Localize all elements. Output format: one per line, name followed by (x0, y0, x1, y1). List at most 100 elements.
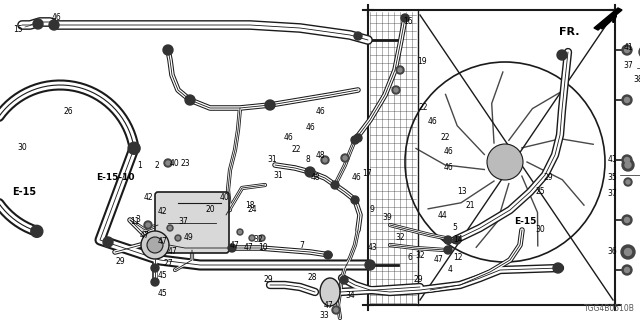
Circle shape (332, 306, 340, 314)
Circle shape (259, 235, 265, 241)
Text: 46: 46 (305, 124, 315, 132)
Text: 22: 22 (440, 133, 450, 142)
Text: 15: 15 (13, 26, 23, 35)
Text: 37: 37 (178, 218, 188, 227)
Text: 47: 47 (168, 247, 178, 257)
Circle shape (167, 225, 173, 231)
Circle shape (396, 66, 404, 74)
Circle shape (341, 154, 349, 162)
Circle shape (249, 235, 255, 241)
Text: 47: 47 (323, 300, 333, 309)
Text: 45: 45 (157, 271, 167, 281)
Circle shape (622, 45, 632, 55)
Circle shape (557, 50, 567, 60)
Text: 46: 46 (51, 13, 61, 22)
Circle shape (354, 134, 362, 142)
Ellipse shape (320, 278, 340, 306)
Circle shape (626, 180, 630, 184)
Circle shape (144, 221, 152, 229)
Circle shape (398, 68, 402, 72)
Text: 18: 18 (245, 201, 255, 210)
Text: 38: 38 (633, 76, 640, 84)
Circle shape (164, 159, 172, 167)
Circle shape (168, 227, 172, 229)
Text: 20: 20 (205, 205, 215, 214)
Circle shape (321, 156, 329, 164)
Circle shape (625, 157, 630, 163)
Circle shape (237, 229, 243, 235)
Text: 40: 40 (170, 158, 180, 167)
Circle shape (453, 236, 461, 244)
Text: 47: 47 (433, 255, 443, 265)
Text: 41: 41 (607, 156, 617, 164)
Text: 5: 5 (452, 223, 458, 233)
Circle shape (625, 47, 630, 52)
Text: 49: 49 (183, 233, 193, 242)
Circle shape (365, 260, 375, 270)
Text: 6: 6 (408, 253, 412, 262)
Circle shape (394, 88, 398, 92)
Text: 12: 12 (453, 253, 463, 262)
Circle shape (625, 162, 631, 168)
Text: 48: 48 (315, 150, 325, 159)
Text: 29: 29 (115, 258, 125, 267)
Text: E-15-10: E-15-10 (96, 173, 134, 182)
Text: 13: 13 (457, 188, 467, 196)
Text: 30: 30 (535, 226, 545, 235)
Text: 22: 22 (291, 146, 301, 155)
Text: 36: 36 (607, 247, 617, 257)
Text: 26: 26 (63, 108, 73, 116)
Text: 32: 32 (253, 236, 263, 244)
Text: 33: 33 (319, 310, 329, 319)
Circle shape (163, 45, 173, 55)
Text: 22: 22 (419, 103, 428, 113)
Circle shape (185, 95, 195, 105)
Circle shape (622, 155, 632, 165)
Circle shape (31, 225, 43, 237)
Circle shape (487, 144, 523, 180)
Circle shape (444, 236, 452, 244)
Text: 42: 42 (143, 194, 153, 203)
Text: 16: 16 (403, 18, 413, 27)
Circle shape (175, 235, 181, 241)
Text: 44: 44 (438, 211, 448, 220)
Circle shape (622, 159, 634, 171)
Circle shape (625, 268, 630, 273)
Text: 47: 47 (140, 230, 150, 239)
Text: 21: 21 (465, 201, 475, 210)
Circle shape (622, 215, 632, 225)
Circle shape (228, 244, 236, 252)
Circle shape (305, 167, 315, 177)
Circle shape (239, 230, 241, 234)
Text: 24: 24 (247, 205, 257, 214)
Circle shape (324, 251, 332, 259)
Circle shape (622, 265, 632, 275)
Circle shape (392, 86, 400, 94)
Text: 41: 41 (623, 43, 633, 52)
Circle shape (621, 245, 635, 259)
Circle shape (625, 98, 630, 102)
Circle shape (553, 263, 563, 273)
Circle shape (401, 14, 409, 22)
Text: 1: 1 (138, 161, 142, 170)
Text: 32: 32 (415, 251, 425, 260)
Text: 37: 37 (607, 188, 617, 197)
Circle shape (103, 237, 113, 247)
Circle shape (146, 223, 150, 227)
Circle shape (323, 158, 327, 162)
Text: 43: 43 (367, 244, 377, 252)
Circle shape (151, 278, 159, 286)
Text: 29: 29 (263, 276, 273, 284)
Text: 29: 29 (543, 172, 553, 181)
Text: 23: 23 (180, 158, 190, 167)
Text: 31: 31 (273, 171, 283, 180)
Text: 2: 2 (155, 161, 159, 170)
Circle shape (340, 276, 348, 284)
Circle shape (250, 236, 253, 239)
FancyBboxPatch shape (155, 192, 229, 253)
Circle shape (166, 161, 170, 165)
Circle shape (141, 231, 169, 259)
Circle shape (639, 46, 640, 58)
Circle shape (622, 95, 632, 105)
Text: 29: 29 (413, 276, 423, 284)
